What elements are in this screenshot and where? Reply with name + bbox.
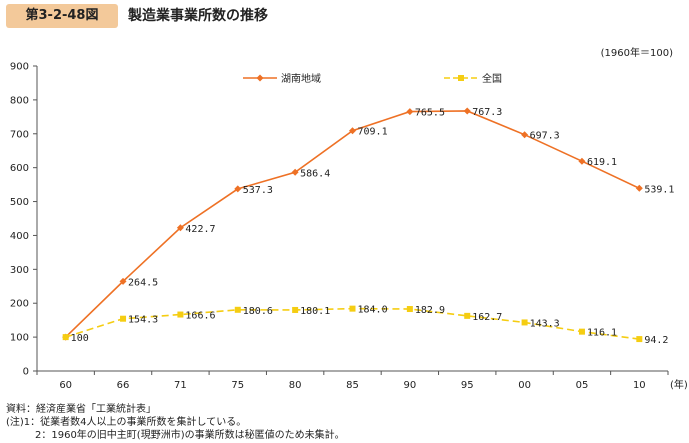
data-point-1 xyxy=(521,131,529,139)
note-1: (注)1：従業者数4人以上の事業所数を集計している。 xyxy=(6,417,247,428)
x-tick-label: 75 xyxy=(231,380,244,391)
x-tick-label: 05 xyxy=(576,380,589,391)
x-tick-label: 10 xyxy=(633,380,646,391)
data-label-1: 767.3 xyxy=(472,107,502,118)
data-point-2 xyxy=(578,328,585,335)
note-2: 2：1960年の旧中主町(現野洲市)の事業所数は秘匿値のため未集計。 xyxy=(35,430,345,441)
y-tick-label: 900 xyxy=(10,62,29,73)
data-point-2 xyxy=(292,306,299,313)
data-point-1 xyxy=(635,184,643,192)
data-label-1: 709.1 xyxy=(358,127,388,138)
legend-label-1: 湖南地域 xyxy=(281,72,321,85)
data-point-2 xyxy=(636,336,643,343)
y-tick-label: 500 xyxy=(10,197,29,208)
data-label-1: 537.3 xyxy=(243,185,273,196)
data-point-1 xyxy=(578,157,586,165)
x-tick-label: 80 xyxy=(289,380,302,391)
data-label-2: 166.6 xyxy=(185,311,215,322)
data-label-2: 154.3 xyxy=(128,315,158,326)
x-tick-label: 90 xyxy=(403,380,416,391)
data-point-1 xyxy=(406,108,414,116)
base-year-note: (1960年＝100) xyxy=(600,48,673,59)
data-label-1: 697.3 xyxy=(530,131,560,142)
data-label-2: 180.1 xyxy=(300,306,330,317)
chart-notes: 資料：経済産業省「工業統計表」 (注)1：従業者数4人以上の事業所数を集計してい… xyxy=(6,403,345,442)
legend-marker-2 xyxy=(458,75,464,81)
data-label-1: 619.1 xyxy=(587,157,617,168)
source-note: 資料：経済産業省「工業統計表」 xyxy=(6,404,156,415)
data-point-1 xyxy=(119,277,127,285)
data-label-2: 94.2 xyxy=(644,335,668,346)
data-point-2 xyxy=(120,315,127,322)
y-tick-label: 600 xyxy=(10,163,29,174)
data-point-2 xyxy=(464,312,471,319)
x-axis-unit: (年) xyxy=(670,378,688,391)
series-line-1 xyxy=(65,110,640,338)
data-point-2 xyxy=(521,319,528,326)
x-tick-label: 66 xyxy=(117,380,130,391)
data-label-2: 180.6 xyxy=(243,306,273,317)
data-label-2: 116.1 xyxy=(587,328,617,339)
data-point-1 xyxy=(234,185,242,193)
data-label-1: 765.5 xyxy=(415,108,445,119)
chart-title: 製造業事業所数の推移 xyxy=(128,8,268,24)
data-point-2 xyxy=(406,306,413,313)
data-label-1: 422.7 xyxy=(185,224,215,235)
data-label-2: 100 xyxy=(71,333,89,344)
x-tick-label: 71 xyxy=(174,380,187,391)
legend-marker-1 xyxy=(256,74,264,82)
data-label-2: 182.9 xyxy=(415,305,445,316)
x-tick-label: 85 xyxy=(346,380,359,391)
y-tick-label: 300 xyxy=(10,265,29,276)
data-point-2 xyxy=(62,334,69,341)
data-label-1: 539.1 xyxy=(644,184,674,195)
data-point-1 xyxy=(291,168,299,176)
data-label-2: 184.0 xyxy=(358,305,388,316)
data-point-1 xyxy=(463,107,471,115)
data-label-1: 586.4 xyxy=(300,168,330,179)
y-tick-label: 400 xyxy=(10,231,29,242)
x-tick-label: 60 xyxy=(59,380,72,391)
y-tick-label: 100 xyxy=(10,333,29,344)
legend-label-2: 全国 xyxy=(482,72,502,85)
figure-label: 第3-2-48図 xyxy=(6,4,118,28)
data-label-2: 143.3 xyxy=(530,318,560,329)
data-label-2: 162.7 xyxy=(472,312,502,323)
y-tick-label: 800 xyxy=(10,95,29,106)
data-point-2 xyxy=(349,305,356,312)
data-point-2 xyxy=(177,311,184,318)
data-point-1 xyxy=(349,127,356,135)
y-tick-label: 0 xyxy=(23,367,29,378)
y-tick-label: 200 xyxy=(10,299,29,310)
x-tick-label: 00 xyxy=(518,380,531,391)
data-point-2 xyxy=(234,306,241,313)
y-tick-label: 700 xyxy=(10,129,29,140)
data-label-1: 264.5 xyxy=(128,277,158,288)
x-tick-label: 95 xyxy=(461,380,474,391)
data-point-1 xyxy=(176,224,184,232)
